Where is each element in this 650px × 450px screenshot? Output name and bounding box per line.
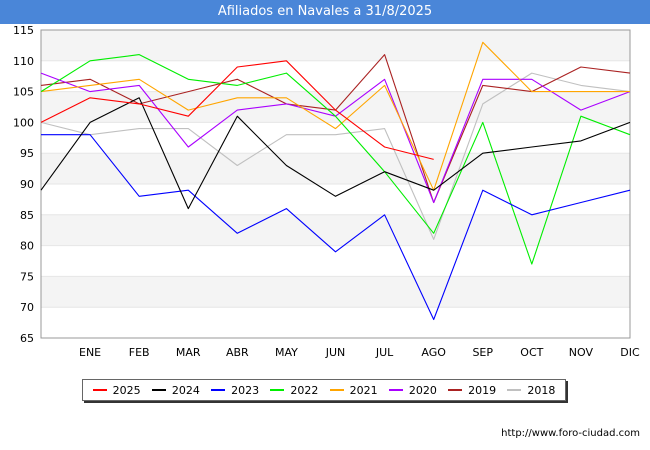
series-line-2023: [41, 134, 631, 321]
title-bar: [0, 0, 650, 24]
legend-swatch: [388, 389, 403, 391]
x-tick-label: OCT: [520, 346, 543, 359]
legend-item-2025: 2025: [92, 383, 141, 397]
x-tick-label: DIC: [620, 346, 640, 359]
y-tick-label: 80: [20, 240, 34, 253]
x-tick-label: AGO: [421, 346, 446, 359]
grid-band: [41, 30, 630, 61]
legend-swatch: [329, 389, 344, 391]
x-tick-label: FEB: [129, 346, 150, 359]
chart-title: Afiliados en Navales a 31/8/2025: [217, 4, 433, 19]
y-tick-label: 110: [13, 55, 34, 68]
grid-band: [41, 91, 630, 123]
legend-item-2018: 2018: [507, 384, 555, 397]
legend-label: 2023: [231, 383, 260, 397]
x-tick-label: ABR: [226, 346, 249, 359]
legend-label: 2021: [349, 383, 378, 397]
x-tick-label: MAR: [176, 346, 201, 359]
legend-label: 2020: [408, 383, 437, 397]
x-tick-label: MAY: [275, 346, 298, 359]
legend-item-2023: 2023: [211, 384, 259, 397]
legend-item-2021: 2021: [329, 383, 378, 397]
x-tick-label: JUN: [325, 346, 346, 359]
legend-item-2019: 2019: [448, 384, 496, 397]
legend-swatch: [270, 389, 285, 391]
y-tick-label: 95: [20, 147, 34, 160]
x-tick-label: JUL: [375, 346, 394, 359]
legend-swatch: [448, 389, 463, 391]
legend-swatch: [92, 389, 107, 391]
series-line-2025: [40, 60, 434, 160]
grid-band: [41, 276, 630, 308]
legend-item-2024: 2024: [151, 383, 200, 397]
x-tick-label: SEP: [472, 346, 493, 359]
legend-label: 2024: [171, 383, 200, 397]
legend-label: 2025: [112, 383, 141, 397]
y-tick-label: 90: [20, 178, 34, 191]
legend-swatch: [507, 389, 522, 391]
x-tick-label: NOV: [569, 346, 594, 359]
y-tick-label: 105: [13, 86, 34, 99]
plot-area: [40, 29, 631, 339]
legend-item-2020: 2020: [388, 383, 437, 397]
legend-swatch: [151, 389, 166, 391]
y-tick-label: 100: [13, 116, 34, 129]
legend-item-2022: 2022: [270, 384, 318, 397]
legend-swatch: [211, 389, 226, 391]
series-line-2022: [40, 54, 631, 265]
series-line-2021: [40, 41, 630, 191]
legend: 2025 2024 2023 2022 2021 2020 2019 2018: [82, 379, 566, 401]
source-link[interactable]: http://www.foro-ciudad.com: [501, 428, 640, 439]
x-tick-label: ENE: [79, 346, 101, 359]
legend-label: 2022: [290, 383, 319, 397]
y-tick-label: 75: [20, 270, 34, 283]
grid-band: [41, 214, 630, 246]
y-tick-label: 115: [13, 24, 34, 37]
series-line-2024: [40, 97, 631, 210]
series-line-2018: [40, 72, 631, 240]
y-tick-label: 65: [20, 332, 34, 345]
legend-label: 2018: [527, 383, 556, 397]
grid-band: [41, 153, 630, 184]
y-tick-label: 85: [20, 209, 34, 222]
legend-label: 2019: [468, 383, 497, 397]
y-tick-label: 70: [20, 301, 34, 314]
